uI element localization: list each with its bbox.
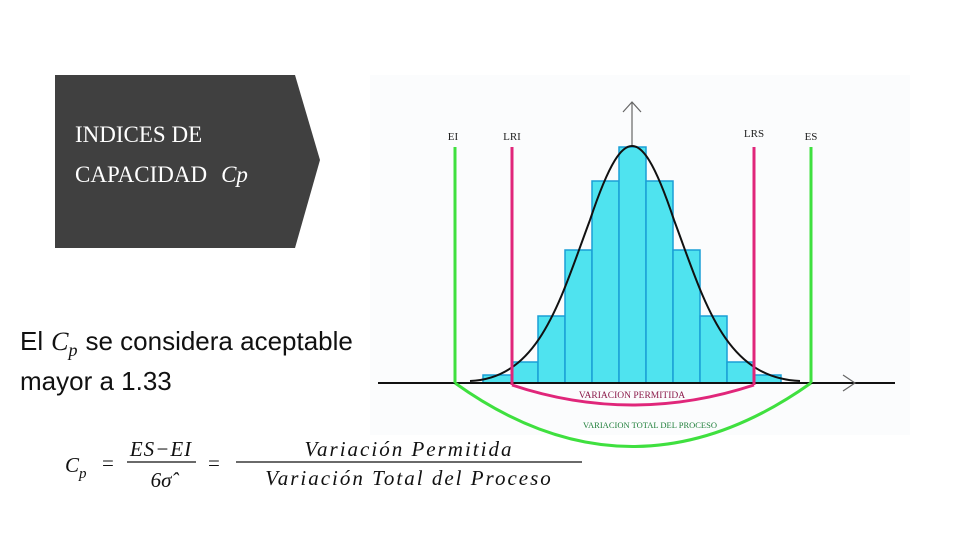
title-symbol: Cp [221,162,248,187]
hist-bar [672,249,701,384]
diagram-label: EI [448,131,459,143]
numerator: ES−EI [129,437,192,461]
body-subscript: p [66,340,77,360]
formula-symbol: Cp [65,453,87,482]
arrow [622,101,642,113]
hist-bar [618,146,647,384]
numerator: Variación Permitida [305,437,514,461]
arrow [842,374,857,392]
body-text: se considera aceptable [85,326,352,356]
body-symbol: C [51,327,69,356]
subscript: p [78,466,87,482]
title-line: CAPACIDAD Cp [75,162,248,187]
title-shape [55,75,320,248]
bell-curve [469,144,801,382]
hist-bar [564,249,593,384]
title-text: CAPACIDAD [75,162,207,187]
body-text: El [20,326,43,356]
equals: = [102,451,114,475]
equals: = [208,451,220,475]
hist-bar [753,374,782,384]
hist-bar [537,315,566,384]
outer-brace [454,381,812,448]
hist-bar [699,315,728,384]
hist-bar [645,180,674,384]
diagram-label: LRS [744,128,764,140]
diagram-label: LRI [503,131,521,143]
diagram: EI LRI LRS ES VARIACION PERMITIDA VARIAC… [370,75,910,448]
title-line: INDICES DE [75,122,202,147]
symbol: C [65,453,80,477]
body-line: mayor a 1.33 [20,366,172,396]
band-label: VARIACION TOTAL DEL PROCESO [583,420,717,430]
inner-brace [511,383,755,407]
diagram-label: ES [805,131,818,143]
hist-bar [591,180,620,384]
denominator: Variación Total del Proceso [265,466,553,490]
band-label: VARIACION PERMITIDA [579,391,685,401]
hist-bar [726,361,755,384]
body-line: El Cp se considera aceptable [20,326,353,360]
